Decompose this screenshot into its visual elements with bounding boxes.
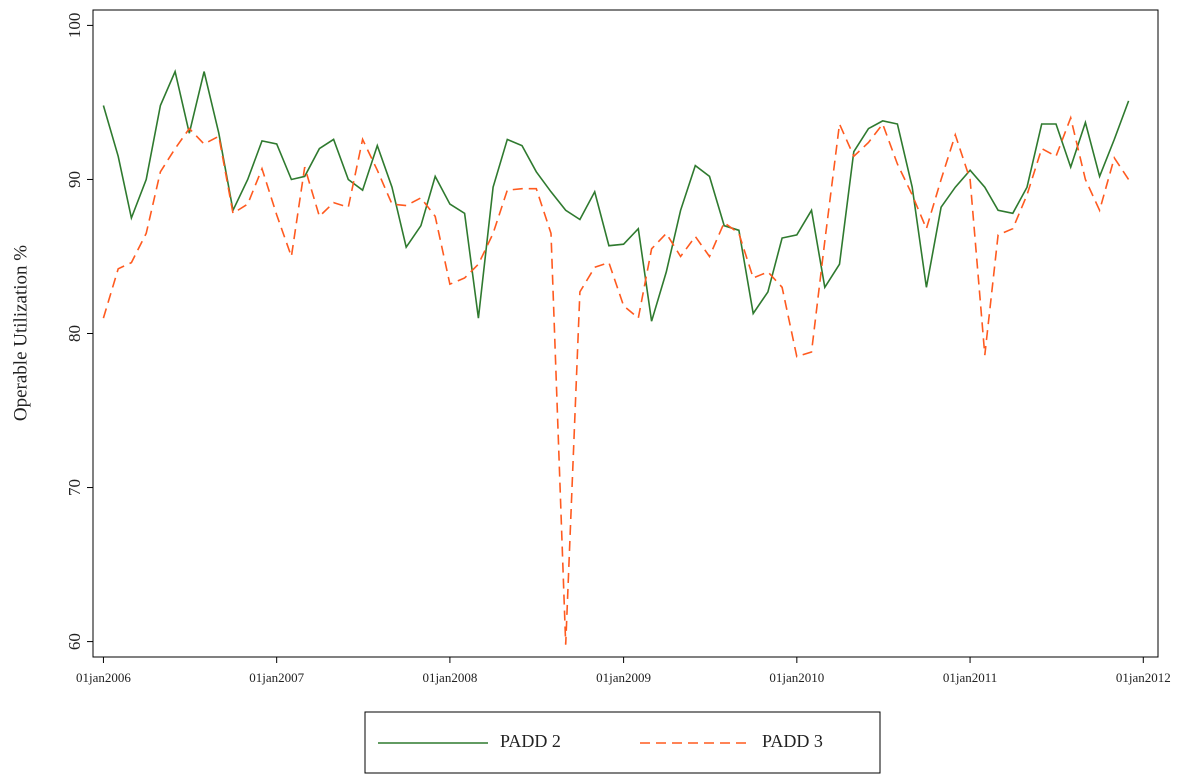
x-tick-label: 01jan2009 — [596, 670, 651, 685]
y-tick-label: 70 — [65, 479, 84, 496]
legend-label: PADD 3 — [762, 731, 823, 751]
x-tick-label: 01jan2008 — [422, 670, 477, 685]
x-tick-label: 01jan2007 — [249, 670, 304, 685]
y-tick-label: 80 — [65, 325, 84, 342]
plot-frame — [92, 9, 1159, 658]
x-tick-label: 01jan2012 — [1116, 670, 1171, 685]
x-tick-label: 01jan2006 — [76, 670, 131, 685]
y-axis-label: Operable Utilization % — [10, 245, 31, 421]
y-tick-label: 60 — [65, 633, 84, 650]
series-line — [102, 69, 1130, 322]
x-tick-label: 01jan2010 — [769, 670, 824, 685]
y-tick-label: 100 — [65, 13, 84, 39]
y-tick-label: 90 — [65, 171, 84, 188]
series-line — [102, 115, 1130, 645]
legend-label: PADD 2 — [500, 731, 561, 751]
x-tick-label: 01jan2011 — [943, 670, 997, 685]
